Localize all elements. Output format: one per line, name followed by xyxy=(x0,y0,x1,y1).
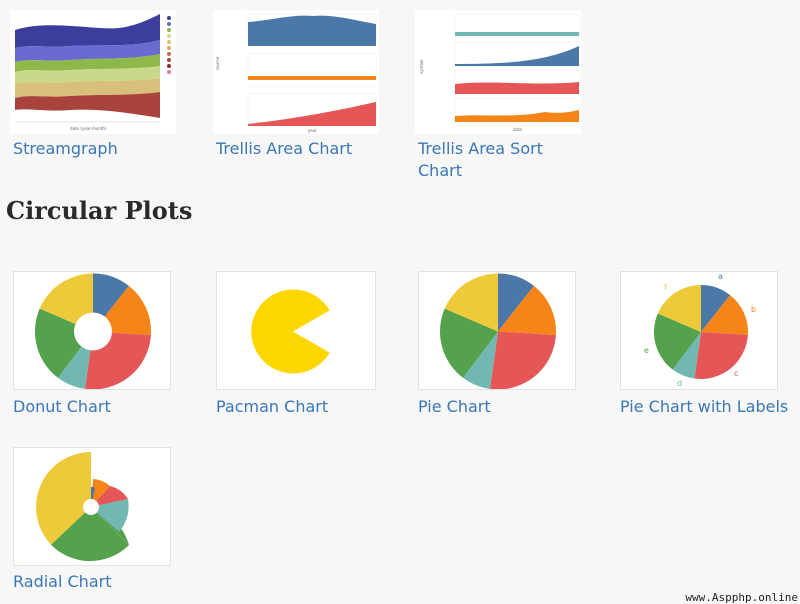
pacman-chart-link[interactable]: Pacman Chart xyxy=(216,397,329,416)
pacman-chart-image xyxy=(251,289,330,374)
pie-label-d: d xyxy=(677,379,682,388)
trellis-area-thumbnail[interactable]: source year xyxy=(213,10,379,134)
donut-chart-card[interactable]: Donut Chart xyxy=(13,271,183,421)
streamgraph-card[interactable]: date (year-month) Streamgraph xyxy=(10,10,180,180)
streamgraph-link[interactable]: Streamgraph xyxy=(13,139,118,158)
streamgraph-legend-swatches xyxy=(167,16,171,74)
pie-label-f: f xyxy=(664,283,667,292)
pie-chart-labels-image: a b c d e f xyxy=(644,272,756,388)
streamgraph-image: date (year-month) xyxy=(15,12,175,131)
trellis-area-sort-image: symbol date xyxy=(419,13,580,132)
trellis-area-image: source year xyxy=(215,13,377,133)
streamgraph-thumbnail[interactable]: date (year-month) xyxy=(10,10,176,134)
section-title: Circular Plots xyxy=(6,196,193,225)
pie-label-c: c xyxy=(734,369,738,378)
trellis-area-sort-link[interactable]: Trellis Area Sort Chart xyxy=(418,139,543,180)
radial-chart-thumbnail[interactable] xyxy=(13,447,171,566)
svg-text:date (year-month): date (year-month) xyxy=(70,126,107,131)
trellis-area-sort-card[interactable]: symbol date Trellis Area Sort Chart xyxy=(415,10,585,180)
trellis-area-link[interactable]: Trellis Area Chart xyxy=(216,139,353,158)
pie-chart-link[interactable]: Pie Chart xyxy=(418,397,491,416)
svg-text:year: year xyxy=(308,128,317,133)
trellis-area-sort-thumbnail[interactable]: symbol date xyxy=(415,10,581,134)
pie-chart-labels-card[interactable]: a b c d e f Pie Chart with Labels xyxy=(620,271,798,421)
trellis-area-card[interactable]: source year Trellis Area Chart xyxy=(213,10,383,180)
svg-text:source: source xyxy=(215,56,220,70)
svg-text:symbol: symbol xyxy=(419,60,424,74)
pie-chart-image xyxy=(439,273,557,389)
radial-chart-image xyxy=(36,452,129,562)
radial-chart-card[interactable]: Radial Chart xyxy=(13,447,183,597)
pie-label-b: b xyxy=(751,305,756,314)
pie-chart-labels-link[interactable]: Pie Chart with Labels xyxy=(620,397,789,416)
radial-chart-link[interactable]: Radial Chart xyxy=(13,572,112,591)
pie-label-e: e xyxy=(644,346,649,355)
pacman-chart-card[interactable]: Pacman Chart xyxy=(216,271,386,421)
watermark-text: www.Aspphp.online xyxy=(685,591,798,604)
pie-chart-labels-thumbnail[interactable]: a b c d e f xyxy=(620,271,778,390)
pie-chart-card[interactable]: Pie Chart xyxy=(418,271,588,421)
pie-label-a: a xyxy=(718,272,723,281)
donut-chart-thumbnail[interactable] xyxy=(13,271,171,390)
donut-chart-link[interactable]: Donut Chart xyxy=(13,397,111,416)
svg-text:date: date xyxy=(513,127,523,132)
donut-chart-image xyxy=(34,273,152,389)
pie-chart-thumbnail[interactable] xyxy=(418,271,576,390)
pacman-chart-thumbnail[interactable] xyxy=(216,271,376,390)
